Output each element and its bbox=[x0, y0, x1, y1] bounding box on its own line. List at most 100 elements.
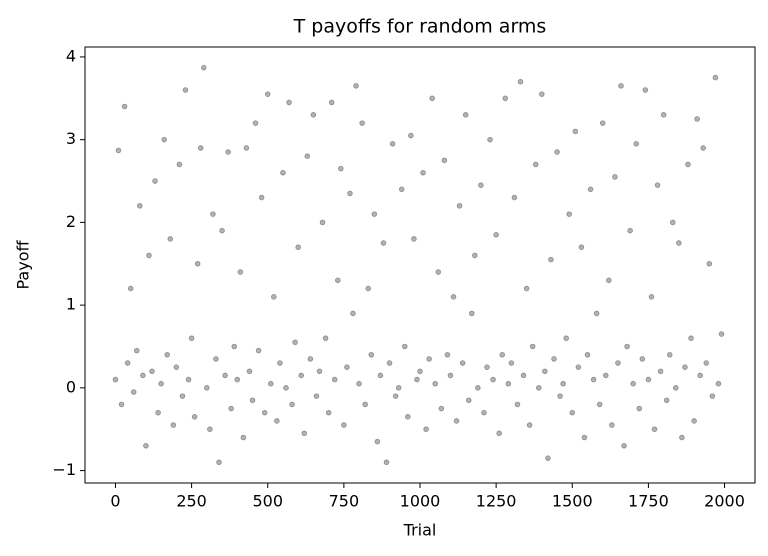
point bbox=[137, 203, 143, 209]
point bbox=[310, 112, 317, 118]
point bbox=[350, 310, 356, 317]
point bbox=[697, 372, 703, 379]
point bbox=[663, 397, 670, 404]
point bbox=[502, 95, 509, 102]
point bbox=[654, 182, 661, 188]
point bbox=[493, 232, 499, 238]
point bbox=[204, 385, 210, 391]
point bbox=[679, 434, 685, 441]
point bbox=[496, 430, 502, 437]
point bbox=[164, 351, 171, 358]
point bbox=[222, 372, 228, 379]
point bbox=[542, 368, 548, 375]
point bbox=[718, 331, 725, 337]
point bbox=[301, 430, 308, 437]
point bbox=[688, 335, 694, 342]
point bbox=[362, 401, 368, 408]
point bbox=[560, 380, 566, 387]
point bbox=[621, 442, 627, 449]
point bbox=[115, 147, 122, 154]
point bbox=[228, 405, 234, 412]
point bbox=[167, 236, 174, 242]
point bbox=[539, 91, 545, 97]
point bbox=[405, 414, 411, 420]
point bbox=[319, 219, 326, 226]
point bbox=[453, 418, 460, 424]
point bbox=[432, 380, 439, 387]
point bbox=[246, 368, 253, 375]
point bbox=[395, 385, 402, 391]
point bbox=[380, 240, 387, 246]
point bbox=[584, 351, 591, 358]
point bbox=[557, 393, 563, 399]
point bbox=[682, 364, 688, 370]
point bbox=[484, 364, 490, 370]
point bbox=[636, 405, 643, 412]
point bbox=[216, 459, 222, 466]
point bbox=[368, 351, 375, 358]
point bbox=[197, 145, 204, 151]
y-tick-label: 0 bbox=[66, 377, 76, 396]
point bbox=[642, 87, 649, 93]
y-tick-label: 3 bbox=[66, 129, 76, 148]
point bbox=[234, 376, 241, 383]
point bbox=[240, 434, 247, 441]
point bbox=[511, 194, 518, 201]
point bbox=[450, 294, 457, 300]
point bbox=[545, 455, 551, 461]
y-tick-label: −1 bbox=[52, 460, 76, 479]
point bbox=[593, 310, 600, 317]
point bbox=[508, 360, 515, 366]
point bbox=[252, 120, 259, 126]
point bbox=[292, 339, 298, 346]
point bbox=[532, 161, 539, 168]
point bbox=[316, 368, 323, 375]
point bbox=[365, 285, 372, 292]
point bbox=[155, 409, 161, 416]
point bbox=[307, 356, 314, 362]
point bbox=[669, 219, 676, 226]
point bbox=[146, 252, 152, 259]
point bbox=[444, 351, 451, 358]
point bbox=[645, 376, 652, 383]
point bbox=[374, 438, 381, 445]
point bbox=[398, 186, 405, 193]
point bbox=[435, 269, 442, 275]
point bbox=[438, 405, 445, 412]
point bbox=[602, 372, 609, 379]
point bbox=[651, 426, 658, 433]
point bbox=[618, 83, 624, 89]
point bbox=[526, 422, 533, 428]
point bbox=[210, 211, 216, 217]
point bbox=[657, 368, 664, 375]
x-tick-label: 250 bbox=[176, 492, 207, 511]
point bbox=[630, 380, 636, 387]
point bbox=[149, 368, 155, 375]
point bbox=[691, 418, 697, 424]
point bbox=[112, 376, 119, 383]
point bbox=[182, 87, 189, 93]
plot-area bbox=[112, 64, 725, 466]
point bbox=[371, 211, 378, 217]
point bbox=[411, 236, 417, 242]
point bbox=[213, 356, 219, 362]
axes-frame bbox=[84, 46, 756, 484]
point bbox=[590, 376, 597, 383]
point bbox=[258, 194, 265, 201]
point bbox=[341, 422, 347, 428]
point bbox=[481, 409, 487, 416]
point bbox=[578, 244, 585, 251]
point bbox=[386, 360, 393, 366]
point bbox=[685, 161, 691, 168]
point bbox=[158, 380, 164, 387]
point bbox=[475, 385, 481, 391]
x-tick-label: 750 bbox=[329, 492, 360, 511]
point bbox=[255, 347, 262, 354]
point bbox=[347, 190, 353, 197]
point bbox=[615, 360, 621, 366]
point bbox=[289, 401, 295, 408]
point bbox=[575, 364, 582, 370]
point bbox=[392, 393, 399, 399]
point bbox=[563, 335, 569, 342]
